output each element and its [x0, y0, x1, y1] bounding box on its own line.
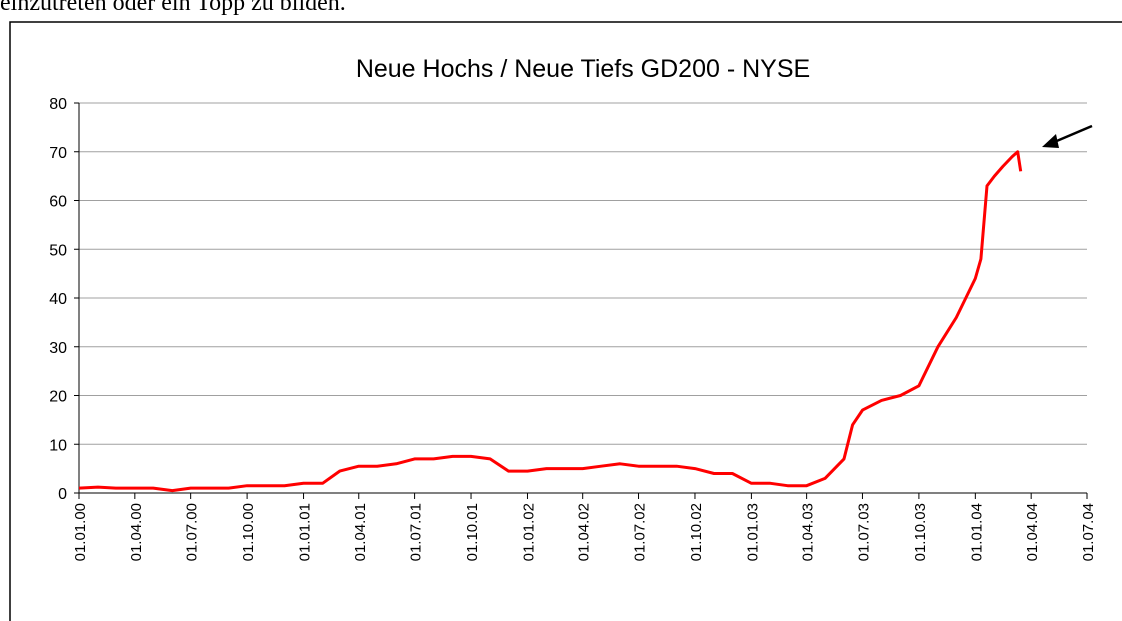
- x-tick-label: 01.01.01: [297, 503, 314, 561]
- x-tick-label: 01.07.04: [1080, 503, 1097, 561]
- chart-title: Neue Hochs / Neue Tiefs GD200 - NYSE: [356, 55, 810, 83]
- y-tick-label: 60: [49, 194, 67, 211]
- y-tick-label: 0: [58, 486, 67, 503]
- x-tick-label: 01.07.02: [632, 503, 649, 561]
- x-tick-label: 01.07.03: [855, 503, 872, 561]
- x-tick-label: 01.10.00: [240, 503, 257, 561]
- x-tick-label: 01.10.03: [912, 503, 929, 561]
- x-tick-label: 01.04.04: [1024, 503, 1041, 561]
- x-tick-label: 01.07.00: [184, 503, 201, 561]
- x-tick-label: 01.04.01: [352, 503, 369, 561]
- x-tick-label: 01.10.02: [688, 503, 705, 561]
- y-tick-label: 20: [49, 389, 67, 406]
- x-tick-label: 01.01.00: [72, 503, 89, 561]
- x-tick-label: 01.01.04: [968, 503, 985, 561]
- x-tick-label: 01.07.01: [408, 503, 425, 561]
- arrow: [1042, 124, 1093, 148]
- x-tick-label: 01.04.02: [576, 503, 593, 561]
- y-tick-label: 30: [49, 340, 67, 357]
- y-tick-label: 80: [49, 96, 67, 113]
- chart-frame: [9, 21, 1122, 621]
- x-tick-label: 01.10.01: [464, 503, 481, 561]
- x-tick-label: 01.04.03: [800, 503, 817, 561]
- y-tick-label: 40: [49, 291, 67, 308]
- y-tick-label: 50: [49, 242, 67, 259]
- header-text: einzutreten oder ein Topp zu bilden.: [0, 0, 346, 16]
- x-tick-label: 01.01.02: [520, 503, 537, 561]
- x-tick-label: 01.01.03: [744, 503, 761, 561]
- y-tick-label: 70: [49, 145, 67, 162]
- y-tick-label: 10: [49, 437, 67, 454]
- data-line: [78, 150, 1023, 493]
- x-tick-label: 01.04.00: [128, 503, 145, 561]
